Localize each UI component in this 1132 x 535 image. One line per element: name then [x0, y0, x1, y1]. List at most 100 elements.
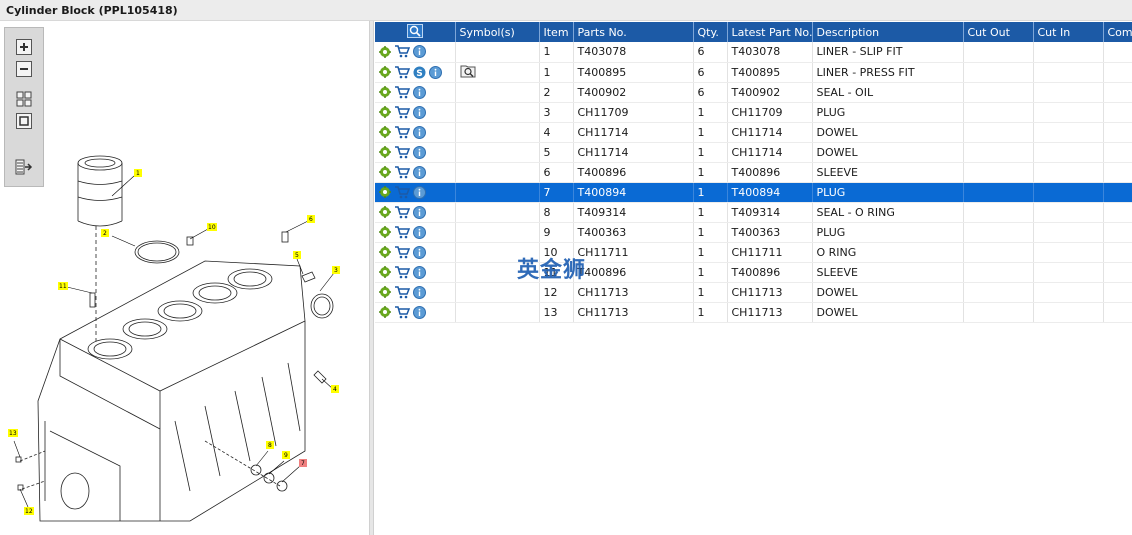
cart-icon[interactable]	[394, 105, 410, 119]
show-list-button[interactable]	[14, 158, 34, 176]
cell-cut-in	[1033, 242, 1104, 263]
gear-icon[interactable]	[379, 166, 391, 178]
cell-item: 5	[539, 142, 574, 163]
header-item[interactable]: Item	[539, 22, 574, 42]
header-comment[interactable]: Comment	[1103, 22, 1132, 42]
cart-icon[interactable]	[394, 185, 410, 199]
header-cut-in[interactable]: Cut In	[1033, 22, 1104, 42]
list-export-icon	[15, 159, 33, 175]
s-badge-icon[interactable]: S	[413, 66, 426, 79]
cell-description: LINER - PRESS FIT	[812, 62, 964, 83]
cell-description: DOWEL	[812, 142, 964, 163]
header-qty[interactable]: Qty.	[693, 22, 728, 42]
cart-icon[interactable]	[394, 265, 410, 279]
fit-all-button[interactable]	[14, 90, 34, 108]
info-icon[interactable]	[413, 265, 426, 279]
cell-description: PLUG	[812, 182, 964, 203]
table-row[interactable]: 12 CH11713 1 CH11713 DOWEL	[375, 282, 1132, 303]
info-icon[interactable]	[413, 245, 426, 259]
gear-icon[interactable]	[379, 246, 391, 258]
info-icon[interactable]	[413, 285, 426, 299]
table-row[interactable]: 1 T403078 6 T403078 LINER - SLIP FIT	[375, 42, 1132, 63]
info-icon[interactable]	[413, 145, 426, 159]
info-icon[interactable]	[413, 205, 426, 219]
table-row[interactable]: 5 CH11714 1 CH11714 DOWEL	[375, 142, 1132, 163]
table-row[interactable]: 8 T409314 1 T409314 SEAL - O RING	[375, 202, 1132, 223]
cell-cut-out	[963, 262, 1034, 283]
cart-icon[interactable]	[394, 65, 410, 79]
gear-icon[interactable]	[379, 186, 391, 198]
row-actions	[375, 142, 456, 163]
table-row[interactable]: S 1 T400895 6 T400895 LINER - PRESS FIT	[375, 62, 1132, 83]
header-symbols[interactable]: Symbol(s)	[455, 22, 540, 42]
callout-3: 3	[334, 267, 338, 274]
zoom-out-button[interactable]	[14, 60, 34, 78]
cell-item: 6	[539, 162, 574, 183]
table-row[interactable]: 10 CH11711 1 CH11711 O RING	[375, 242, 1132, 263]
gear-icon[interactable]	[379, 66, 391, 78]
gear-icon[interactable]	[379, 226, 391, 238]
info-icon[interactable]	[429, 65, 442, 79]
cell-item: 3	[539, 102, 574, 123]
cell-cut-out	[963, 202, 1034, 223]
gear-icon[interactable]	[379, 106, 391, 118]
cell-item: 13	[539, 302, 574, 323]
header-parts-no[interactable]: Parts No.	[573, 22, 694, 42]
header-actions[interactable]	[375, 22, 456, 42]
symbol-viewer-icon[interactable]	[460, 64, 476, 78]
table-row[interactable]: 7 T400894 1 T400894 PLUG	[375, 182, 1132, 203]
gear-icon[interactable]	[379, 266, 391, 278]
cell-comment	[1103, 62, 1132, 83]
gear-icon[interactable]	[379, 206, 391, 218]
table-row[interactable]: 3 CH11709 1 CH11709 PLUG	[375, 102, 1132, 123]
diagram-pane[interactable]: 1 2 3 4 5 6 7 8 9 10 11 12 13	[0, 21, 369, 535]
gear-icon[interactable]	[379, 86, 391, 98]
table-row[interactable]: 6 T400896 1 T400896 SLEEVE	[375, 162, 1132, 183]
table-row[interactable]: 9 T400363 1 T400363 PLUG	[375, 222, 1132, 243]
info-icon[interactable]	[413, 45, 426, 59]
gear-icon[interactable]	[379, 126, 391, 138]
gear-icon[interactable]	[379, 45, 391, 58]
search-icon[interactable]	[406, 23, 423, 38]
info-icon[interactable]	[413, 225, 426, 239]
table-row[interactable]: 11 T400896 1 T400896 SLEEVE	[375, 262, 1132, 283]
row-actions	[375, 282, 456, 303]
cell-description: LINER - SLIP FIT	[812, 42, 964, 63]
info-icon[interactable]	[413, 185, 426, 199]
info-icon[interactable]	[413, 165, 426, 179]
cart-icon[interactable]	[394, 225, 410, 239]
row-actions	[375, 182, 456, 203]
info-icon[interactable]	[413, 85, 426, 99]
gear-icon[interactable]	[379, 286, 391, 298]
table-row[interactable]: 13 CH11713 1 CH11713 DOWEL	[375, 302, 1132, 323]
svg-text:S: S	[416, 69, 422, 79]
table-row[interactable]: 2 T400902 6 T400902 SEAL - OIL	[375, 82, 1132, 103]
header-latest-part-no[interactable]: Latest Part No.	[727, 22, 813, 42]
table-row[interactable]: 4 CH11714 1 CH11714 DOWEL	[375, 122, 1132, 143]
cell-qty: 1	[693, 262, 728, 283]
info-icon[interactable]	[413, 125, 426, 139]
actual-size-button[interactable]	[14, 112, 34, 130]
cart-icon[interactable]	[394, 305, 410, 319]
cart-icon[interactable]	[394, 285, 410, 299]
pane-splitter[interactable]	[369, 21, 374, 535]
cart-icon[interactable]	[394, 45, 410, 58]
cart-icon[interactable]	[394, 145, 410, 159]
cell-qty: 1	[693, 142, 728, 163]
gear-icon[interactable]	[379, 146, 391, 158]
header-cut-out[interactable]: Cut Out	[963, 22, 1034, 42]
cart-icon[interactable]	[394, 85, 410, 99]
info-icon[interactable]	[413, 305, 426, 319]
cart-icon[interactable]	[394, 165, 410, 179]
cell-parts-no: T403078	[573, 42, 694, 63]
cart-icon[interactable]	[394, 245, 410, 259]
gear-icon[interactable]	[379, 306, 391, 318]
zoom-in-button[interactable]	[14, 38, 34, 56]
info-icon[interactable]	[413, 105, 426, 119]
cart-icon[interactable]	[394, 125, 410, 139]
header-description[interactable]: Description	[812, 22, 964, 42]
cart-icon[interactable]	[394, 205, 410, 219]
row-actions	[375, 262, 456, 283]
row-symbols	[455, 282, 540, 303]
actual-size-icon	[16, 113, 32, 129]
